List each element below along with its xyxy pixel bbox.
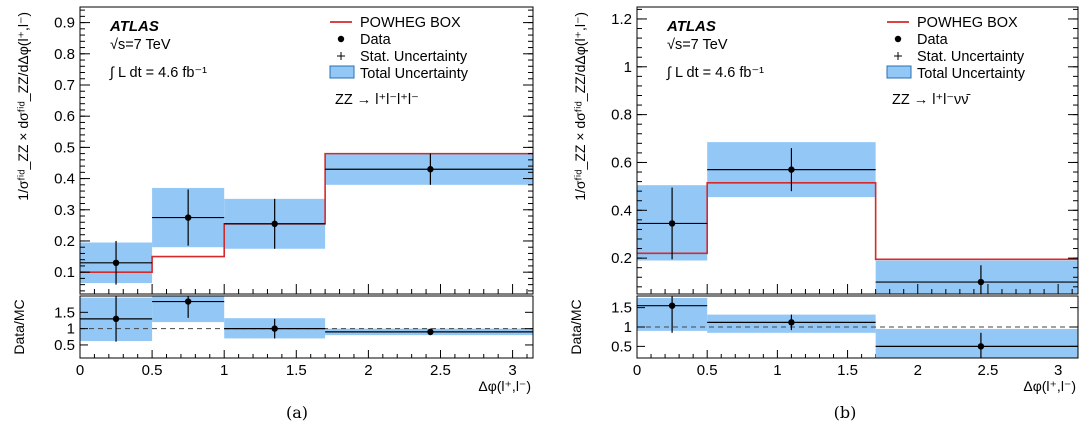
ratio-plot-area: [637, 296, 1078, 358]
x-axis-label: Δφ(l⁺,l⁻): [478, 378, 531, 394]
channel-label: ZZ → l⁺l⁻νν̄: [892, 92, 971, 108]
ratio-uncertainty-band: [875, 328, 1078, 358]
ratio-y-tick-label: 1.5: [54, 304, 75, 321]
y-tick-label: 0.6: [54, 108, 75, 125]
legend-label-data: Data: [360, 32, 392, 48]
x-tick-label: 3: [508, 362, 516, 379]
y-axis-label: 1/σᶠⁱᵈ_ZZ × dσᶠⁱᵈ_ZZ/dΔφ(l⁺,l⁻): [572, 12, 588, 201]
luminosity-label: ∫ L dt = 4.6 fb⁻¹: [109, 65, 207, 81]
main-plot-frame: [636, 6, 1079, 295]
legend-label-powheg: POWHEG BOX: [360, 15, 461, 31]
powheg-box-step-line: [80, 152, 533, 273]
subfigure-caption: (a): [286, 403, 308, 422]
ratio-y-tick-label: 1.5: [611, 300, 632, 317]
x-tick-label: 0: [76, 362, 84, 379]
legend-label-powheg: POWHEG BOX: [917, 15, 1018, 31]
x-tick-label: 0: [633, 362, 641, 379]
y-tick-label: 0.1: [54, 264, 75, 281]
ratio-y-axis-label: Data/MC: [568, 299, 584, 354]
x-tick-label: 1.5: [286, 362, 307, 379]
main-plot-area: [637, 142, 1078, 294]
legend-label-total: Total Uncertainty: [360, 66, 469, 82]
y-tick-label: 0.2: [611, 250, 632, 267]
x-tick-label: 2: [364, 362, 372, 379]
y-tick-label: 1.2: [611, 11, 632, 28]
x-axis-label: Δφ(l⁺,l⁻): [1023, 378, 1076, 394]
y-tick-label: 0.3: [54, 202, 75, 219]
ratio-plot-frame: [79, 295, 534, 359]
energy-label: √s=7 TeV: [110, 37, 171, 53]
ratio-data-point: [112, 315, 120, 323]
main-plot-area: [80, 152, 533, 285]
atlas-label: ATLAS: [109, 18, 159, 35]
ratio-plot-area: [80, 296, 533, 342]
main-plot-frame: [79, 6, 534, 295]
data-point: [112, 259, 120, 267]
subfigure-caption: (b): [834, 403, 857, 422]
x-tick-label: 2.5: [978, 362, 999, 379]
legend-label-total: Total Uncertainty: [917, 66, 1026, 82]
data-point: [788, 166, 795, 173]
legend-label-stat: Stat. Uncertainty: [360, 49, 468, 65]
ratio-data-point: [977, 343, 985, 350]
y-tick-label: 0.7: [54, 77, 75, 94]
data-point: [427, 166, 434, 173]
ratio-y-tick-label: 0.5: [54, 337, 75, 354]
x-tick-label: 1.5: [837, 362, 858, 379]
data-point: [184, 214, 192, 221]
channel-label: ZZ → l⁺l⁻l⁺l⁻: [335, 92, 419, 108]
ratio-data-point: [184, 298, 192, 305]
data-point: [977, 278, 985, 286]
x-tick-label: 1: [773, 362, 781, 379]
ratio-y-tick-label: 1: [67, 321, 75, 338]
ratio-data-point: [788, 319, 795, 326]
y-tick-label: 0.9: [54, 15, 75, 32]
legend-label-stat: Stat. Uncertainty: [917, 49, 1025, 65]
ratio-y-tick-label: 0.5: [611, 338, 632, 355]
ratio-data-point: [668, 302, 676, 309]
x-tick-label: 0.5: [142, 362, 163, 379]
legend-data-marker: [894, 35, 902, 43]
y-axis-label: 1/σᶠⁱᵈ_ZZ × dσᶠⁱᵈ_ZZ/dΔφ(l⁺,l⁻): [15, 12, 31, 201]
x-tick-label: 2: [914, 362, 922, 379]
legend-label-data: Data: [917, 32, 949, 48]
panel-a: 0.10.20.30.40.50.60.70.80.90.511.50 0.5 1 1…: [11, 6, 534, 422]
luminosity-label: ∫ L dt = 4.6 fb⁻¹: [666, 65, 764, 81]
ratio-y-tick-label: 1: [624, 319, 632, 336]
x-tick-label: 3: [1054, 362, 1062, 379]
data-point: [668, 220, 676, 227]
x-tick-label: 0.5: [697, 362, 718, 379]
ratio-data-point: [271, 325, 278, 332]
ratio-data-point: [427, 328, 434, 336]
data-point: [271, 220, 278, 228]
y-tick-label: 0.2: [54, 233, 75, 250]
energy-label: √s=7 TeV: [667, 37, 728, 53]
legend-total-uncertainty-swatch: [886, 65, 912, 79]
x-tick-label: 2.5: [430, 362, 451, 379]
y-tick-label: 0.5: [54, 139, 75, 156]
y-tick-label: 0.4: [611, 202, 632, 219]
y-tick-label: 0.8: [611, 107, 632, 124]
legend-data-marker: [337, 35, 345, 43]
atlas-label: ATLAS: [666, 18, 716, 35]
panel-b: 0.20.40.60.811.20.511.50 0.5 1 1.5 2 2.5 3Δφ(l…: [568, 6, 1079, 422]
y-tick-label: 1: [624, 59, 632, 76]
x-tick-label: 1: [220, 362, 228, 379]
total-uncertainty-band: [875, 260, 1078, 294]
legend-total-uncertainty-swatch: [329, 65, 355, 79]
y-tick-label: 0.4: [54, 171, 75, 188]
y-tick-label: 0.6: [611, 154, 632, 171]
y-tick-label: 0.8: [54, 46, 75, 63]
ratio-y-axis-label: Data/MC: [11, 299, 27, 354]
